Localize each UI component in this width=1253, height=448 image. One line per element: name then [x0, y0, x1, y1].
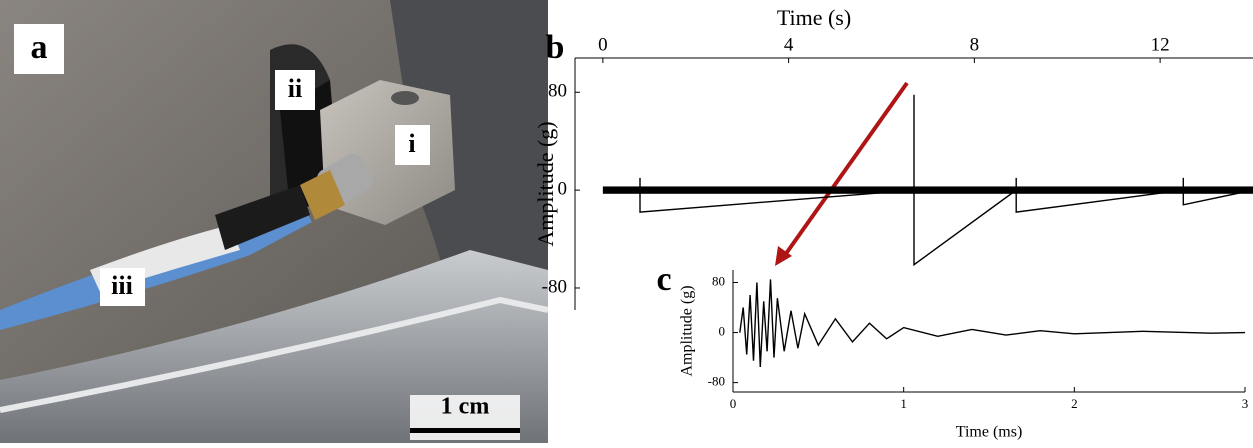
part-label: ii — [288, 74, 302, 103]
scale-bar — [410, 428, 520, 433]
part-label: iii — [111, 271, 133, 300]
noise-band — [602, 186, 1253, 194]
scale-bar-label: 1 cm — [441, 394, 490, 420]
y-tick-label: 0 — [558, 178, 568, 199]
y-tick-label: 80 — [712, 273, 725, 288]
x-tick-label: 2 — [1071, 396, 1078, 411]
x-tick-label: 1 — [900, 396, 907, 411]
y-axis-label: Amplitude (g) — [533, 121, 558, 246]
x-tick-label: 12 — [1151, 34, 1170, 55]
signal-line — [739, 279, 1246, 368]
x-tick-label: 3 — [1242, 396, 1249, 411]
arrow-head — [775, 246, 792, 266]
y-tick-label: 0 — [719, 324, 726, 339]
y-tick-label: -80 — [542, 276, 567, 297]
y-axis-label: Amplitude (g) — [679, 285, 696, 376]
panel-label: b — [546, 29, 565, 66]
x-tick-label: 0 — [598, 34, 608, 55]
photo: a ii i iii 1 cm — [0, 0, 548, 443]
panel-label: c — [656, 261, 671, 298]
x-tick-label: 4 — [784, 34, 794, 55]
x-axis-label: Time (ms) — [956, 424, 1023, 441]
y-tick-label: 80 — [548, 81, 567, 102]
panel-label: a — [31, 29, 48, 66]
part-label: i — [408, 129, 415, 158]
signal-line — [602, 94, 1253, 267]
x-tick-label: 0 — [730, 396, 737, 411]
arrow — [783, 81, 909, 257]
x-axis-label: Time (s) — [777, 5, 851, 30]
y-tick-label: -80 — [708, 374, 725, 389]
x-tick-label: 8 — [970, 34, 980, 55]
